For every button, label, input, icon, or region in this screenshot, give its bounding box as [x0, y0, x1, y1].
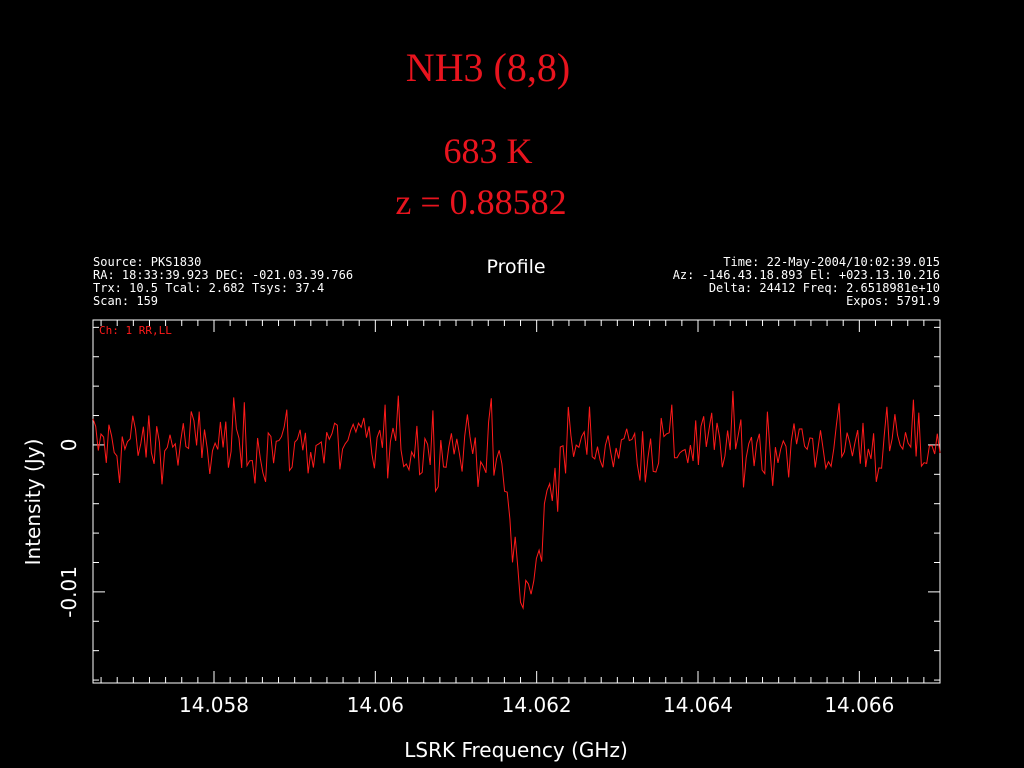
slide-title: NH3 (8,8) — [405, 45, 571, 90]
header-right-0: Time: 22-May-2004/10:02:39.015 — [723, 255, 940, 269]
y-tick-label: 0 — [57, 439, 81, 452]
header-left-0: Source: PKS1830 — [93, 255, 201, 269]
x-tick-label: 14.06 — [347, 693, 404, 717]
plot-header-title: Profile — [486, 256, 545, 278]
axis-ticks — [93, 320, 941, 683]
x-tick-label: 14.066 — [824, 693, 894, 717]
temperature-label: 683 K — [443, 131, 533, 171]
header-right-3: Expos: 5791.9 — [846, 294, 940, 308]
y-tick-label: -0.01 — [57, 566, 81, 618]
plot-frame — [92, 319, 941, 684]
header-left-2: Trx: 10.5 Tcal: 2.682 Tsys: 37.4 — [93, 281, 324, 295]
redshift-label: z = 0.88582 — [395, 182, 567, 222]
legend-entry: Ch: 1 RR,LL — [99, 324, 172, 337]
header-right-1: Az: -146.43.18.893 El: +023.13.10.216 — [673, 268, 940, 282]
x-axis-label: LSRK Frequency (GHz) — [404, 738, 628, 762]
y-axis-label: Intensity (Jy) — [21, 439, 45, 566]
header-left-1: RA: 18:33:39.923 DEC: -021.03.39.766 — [93, 268, 353, 282]
header-left-3: Scan: 159 — [93, 294, 158, 308]
header-right-2: Delta: 24412 Freq: 2.6518981e+10 — [709, 281, 940, 295]
spectrum-trace — [92, 390, 941, 611]
x-tick-label: 14.058 — [179, 693, 249, 717]
axis-tick-labels: 14.058 14.06 14.062 14.064 14.066 0 -0.01 — [57, 439, 894, 717]
x-tick-label: 14.064 — [663, 693, 733, 717]
x-tick-label: 14.062 — [502, 693, 572, 717]
